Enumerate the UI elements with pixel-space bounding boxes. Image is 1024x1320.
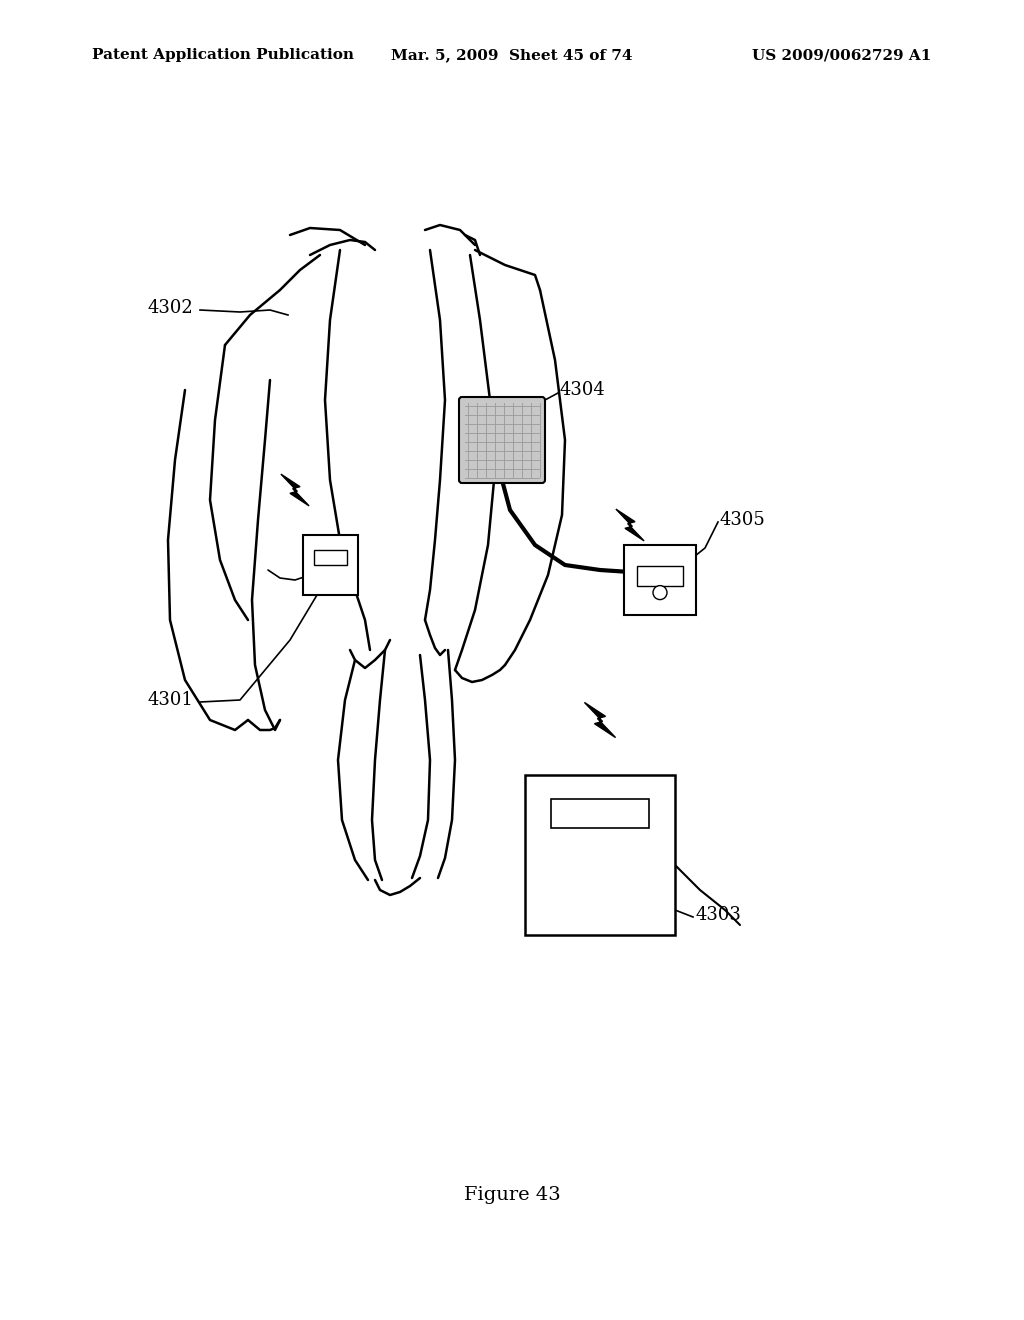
Text: 4304: 4304 — [560, 381, 606, 399]
Text: Patent Application Publication: Patent Application Publication — [92, 49, 354, 62]
Bar — [624, 545, 696, 615]
Bar — [551, 799, 649, 828]
Polygon shape — [281, 474, 309, 506]
Bar — [637, 566, 683, 586]
Circle shape — [653, 586, 667, 599]
Bar — [525, 775, 675, 935]
Text: US 2009/0062729 A1: US 2009/0062729 A1 — [753, 49, 932, 62]
Text: 4301: 4301 — [148, 690, 194, 709]
Text: Figure 43: Figure 43 — [464, 1185, 560, 1204]
Text: 4302: 4302 — [148, 300, 194, 317]
Polygon shape — [615, 510, 644, 541]
Bar — [313, 550, 346, 565]
Text: 4303: 4303 — [695, 906, 741, 924]
Text: 4305: 4305 — [720, 511, 766, 529]
Text: Mar. 5, 2009  Sheet 45 of 74: Mar. 5, 2009 Sheet 45 of 74 — [391, 49, 633, 62]
FancyBboxPatch shape — [459, 397, 545, 483]
Bar — [302, 535, 357, 595]
Polygon shape — [585, 702, 615, 738]
